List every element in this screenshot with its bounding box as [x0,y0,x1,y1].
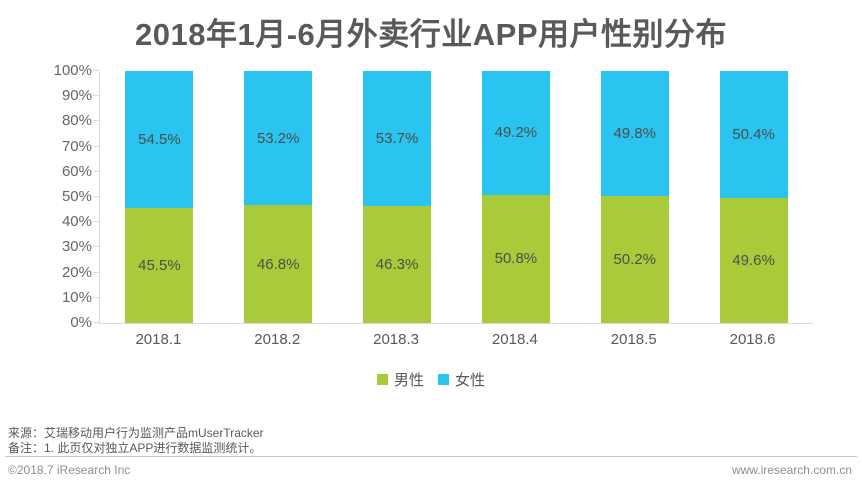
y-tick-mark [93,95,99,96]
stacked-bar-2018.6: 50.4% 49.6% [719,71,788,323]
stacked-bar-2018.3: 53.7% 46.3% [363,71,432,323]
y-tick-label: 70% [61,137,92,155]
y-tick-mark [93,246,99,247]
bar-value-label: 54.5% [138,131,181,149]
bar-segment-男性: 46.3% [363,206,432,323]
x-tick-label: 2018.2 [254,331,301,348]
y-tick-label: 60% [61,162,92,180]
y-tick-mark [93,120,99,121]
copyright-text: ©2018.7 iResearch Inc [8,463,131,477]
legend-swatch-icon [376,374,388,385]
bar-value-label: 49.6% [732,251,775,269]
legend-swatch-icon [438,374,449,385]
source-note: 来源：艾瑞移动用户行为监测产品mUserTracker [8,426,264,440]
website-text: www.iresearch.com.cn [731,463,852,477]
y-tick-mark [93,171,99,172]
bar-segment-女性: 54.5% [125,71,194,209]
y-tick-label: 10% [61,288,92,306]
legend-item-女性: 女性 [438,369,485,390]
footer-divider [5,456,857,457]
x-tick-label: 2018.4 [491,331,538,348]
x-tick-label: 2018.3 [373,331,420,348]
bar-slot-2018.5: 49.8% 50.2% [575,71,694,323]
chart-title: 2018年1月-6月外卖行业APP用户性别分布 [134,17,727,52]
bar-segment-男性: 45.5% [125,208,194,323]
bar-segment-男性: 50.2% [600,196,669,323]
y-tick-label: 90% [61,87,92,105]
legend-label: 男性 [393,372,424,389]
bar-segment-女性: 53.7% [363,71,432,207]
x-axis: 2018.1 2018.2 2018.3 2018.4 2018.5 2018.6 [99,331,812,348]
bar-segment-女性: 50.4% [719,71,788,198]
legend-label: 女性 [455,372,486,389]
bar-value-label: 45.5% [138,257,181,275]
bar-segment-男性: 50.8% [481,194,550,323]
legend: 男性 女性 [0,369,862,390]
bar-value-label: 46.3% [375,256,419,274]
y-tick-mark [93,70,99,71]
x-tick-label: 2018.5 [610,331,657,348]
y-tick-label: 50% [61,188,92,205]
stacked-bar-2018.2: 53.2% 46.8% [244,71,313,323]
bar-slot-2018.4: 49.2% 50.8% [456,71,575,323]
plot-area: 54.5% 45.5% 53.2% 46.8% 53.7% 46.3% 49.2% 50.8%… [99,71,813,324]
bar-segment-男性: 49.6% [719,198,788,323]
bar-slot-2018.6: 50.4% 49.6% [694,71,813,323]
bar-segment-男性: 46.8% [244,205,313,323]
y-tick-label: 0% [70,314,92,331]
y-tick-mark [93,146,99,147]
page-footer: ©2018.7 iResearch Inc www.iresearch.com.… [8,463,852,477]
y-axis-ticks [93,70,99,323]
bar-slot-2018.3: 53.7% 46.3% [338,71,457,323]
remark-note: 备注：1. 此页仅对独立APP进行数据监测统计。 [8,441,262,455]
bar-slot-2018.1: 54.5% 45.5% [100,71,219,323]
y-tick-label: 40% [61,213,92,231]
y-tick-mark [93,221,99,222]
y-tick-label: 30% [61,238,92,256]
bar-value-label: 50.8% [494,250,538,268]
bar-value-label: 50.4% [732,126,775,143]
bar-segment-女性: 53.2% [244,71,313,206]
y-tick-mark [93,196,99,197]
bar-slot-2018.2: 53.2% 46.8% [219,71,338,323]
x-tick-label: 2018.1 [135,331,182,348]
y-axis: 0% 10% 20% 30% 40% 50% 60% 70% 80% 90% 100% [0,62,92,331]
stacked-bar-2018.1: 54.5% 45.5% [125,71,194,323]
y-tick-mark [93,297,99,298]
y-tick-mark [93,322,99,323]
y-tick-mark [93,272,99,273]
legend-item-男性: 男性 [376,369,424,390]
bar-value-label: 46.8% [256,255,300,273]
bar-segment-女性: 49.8% [600,71,669,197]
bar-value-label: 53.7% [375,130,419,148]
x-tick-label: 2018.6 [729,331,776,348]
y-tick-label: 100% [53,62,92,79]
bar-value-label: 49.8% [613,125,656,143]
chart-notes: 来源：艾瑞移动用户行为监测产品mUserTracker 备注：1. 此页仅对独立… [8,426,264,456]
y-tick-label: 80% [61,112,92,130]
bar-value-label: 49.2% [494,124,538,142]
stacked-bar-2018.5: 49.8% 50.2% [600,71,669,323]
y-tick-label: 20% [61,263,92,281]
bar-value-label: 53.2% [256,129,300,147]
bar-segment-女性: 49.2% [481,71,550,195]
stacked-bar-2018.4: 49.2% 50.8% [481,71,550,323]
bar-value-label: 50.2% [613,251,656,269]
